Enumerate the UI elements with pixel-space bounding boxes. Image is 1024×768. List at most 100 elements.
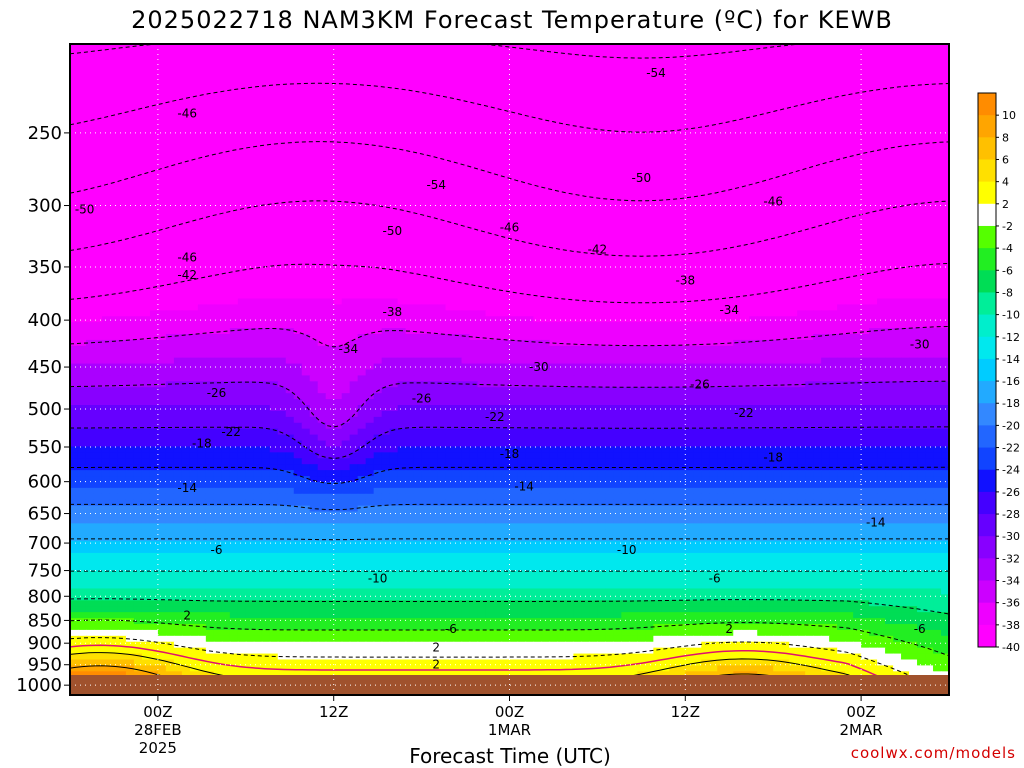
field-cell: [325, 97, 335, 104]
field-cell: [357, 186, 367, 193]
field-cell: [821, 126, 830, 134]
field-cell: [70, 174, 79, 181]
field-cell: [621, 162, 630, 169]
field-cell: [157, 79, 167, 87]
field-cell: [70, 138, 79, 146]
field-cell: [389, 280, 399, 288]
field-cell: [141, 209, 151, 217]
field-cell: [637, 61, 646, 69]
field-cell: [261, 61, 271, 69]
field-cell: [141, 55, 151, 63]
field-cell: [861, 55, 870, 63]
field-cell: [173, 55, 183, 63]
field-cell: [445, 144, 455, 152]
field-cell: [70, 162, 79, 169]
field-cell: [541, 180, 551, 187]
field-cell: [645, 115, 654, 122]
field-cell: [189, 262, 199, 270]
field-cell: [525, 292, 535, 300]
field-cell: [677, 180, 686, 187]
field-cell: [109, 227, 119, 234]
field-cell: [533, 280, 543, 288]
field-cell: [917, 85, 926, 92]
field-cell: [789, 109, 798, 116]
field-cell: [613, 168, 622, 175]
field-cell: [205, 262, 215, 270]
field-cell: [773, 304, 782, 311]
field-cell: [357, 209, 367, 217]
field-cell: [229, 221, 239, 229]
field-cell: [837, 203, 846, 211]
field-cell: [197, 304, 207, 311]
field-cell: [845, 73, 854, 81]
field-cell: [269, 126, 279, 134]
field-cell: [653, 126, 662, 134]
field-cell: [341, 203, 351, 211]
field-cell: [901, 215, 910, 223]
field-cell: [693, 257, 702, 264]
field-cell: [429, 268, 439, 276]
field-cell: [381, 85, 391, 92]
field-cell: [605, 191, 614, 199]
field-cell: [565, 55, 575, 63]
field-cell: [621, 91, 630, 98]
field-cell: [925, 168, 934, 175]
field-cell: [525, 280, 535, 288]
field-cell: [133, 126, 143, 134]
field-cell: [677, 168, 686, 175]
field-cell: [357, 61, 367, 69]
field-cell: [605, 79, 614, 87]
field-cell: [85, 197, 95, 205]
field-cell: [525, 67, 535, 75]
field-cell: [637, 120, 646, 128]
field-cell: [645, 79, 654, 87]
field-cell: [765, 274, 774, 282]
field-cell: [725, 61, 734, 69]
field-cell: [565, 138, 575, 146]
field-cell: [133, 286, 143, 294]
field-cell: [661, 286, 670, 294]
field-cell: [277, 292, 287, 300]
field-cell: [597, 91, 606, 98]
field-cell: [229, 162, 239, 169]
field-cell: [285, 168, 295, 175]
field-cell: [93, 156, 103, 163]
field-cell: [813, 79, 822, 87]
field-cell: [509, 215, 519, 223]
field-cell: [917, 150, 926, 158]
field-cell: [709, 227, 718, 234]
field-cell: [853, 168, 862, 175]
field-cell: [749, 274, 758, 282]
field-cell: [629, 304, 638, 311]
field-cell: [397, 203, 407, 211]
field-cell: [893, 120, 902, 128]
field-cell: [581, 73, 591, 81]
field-cell: [149, 186, 159, 193]
field-cell: [373, 103, 383, 110]
field-cell: [189, 144, 199, 152]
field-cell: [661, 257, 670, 264]
field-cell: [133, 109, 143, 116]
field-cell: [829, 274, 838, 282]
field-cell: [405, 144, 415, 152]
field-cell: [269, 298, 279, 305]
field-cell: [165, 186, 175, 193]
field-cell: [229, 44, 239, 51]
field-cell: [125, 262, 135, 270]
field-cell: [829, 215, 838, 223]
field-cell: [669, 109, 678, 116]
field-cell: [749, 298, 758, 305]
field-cell: [573, 174, 583, 181]
field-cell: [157, 132, 167, 140]
field-cell: [357, 91, 367, 98]
field-cell: [77, 109, 87, 116]
field-cell: [149, 73, 159, 81]
field-cell: [117, 49, 127, 57]
field-cell: [349, 120, 359, 128]
field-cell: [405, 286, 415, 294]
field-cell: [189, 239, 199, 246]
field-cell: [117, 239, 127, 246]
field-cell: [397, 174, 407, 181]
field-cell: [877, 245, 886, 252]
field-cell: [757, 197, 766, 205]
